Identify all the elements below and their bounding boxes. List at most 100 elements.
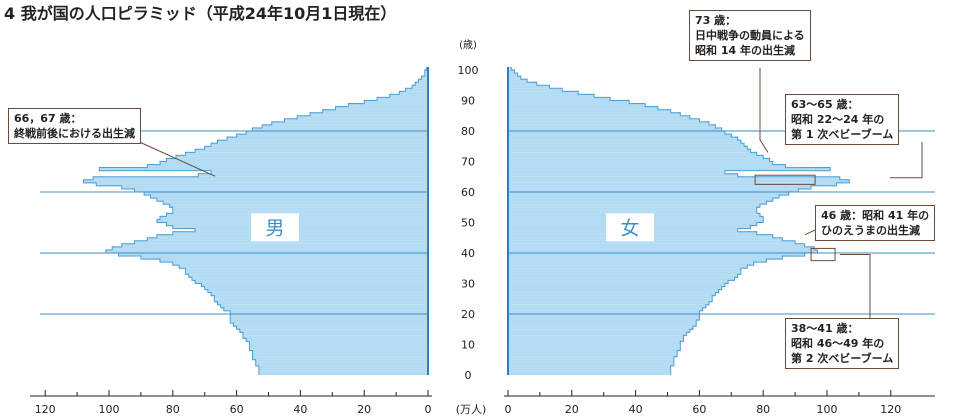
bar-male xyxy=(214,295,428,299)
bar-male xyxy=(389,94,428,98)
bar-female xyxy=(508,191,789,196)
bar-female xyxy=(508,85,550,89)
bar-male xyxy=(112,246,428,250)
bar-male xyxy=(172,225,428,229)
bar-male xyxy=(172,262,428,266)
bar-male xyxy=(185,152,428,156)
highlight-baby-boom-1 xyxy=(754,174,816,185)
bar-female xyxy=(508,280,729,284)
bar-male xyxy=(236,326,428,330)
bar-female xyxy=(508,277,735,281)
annotation-line: 日中戦争の動員による xyxy=(695,29,805,42)
bar-female xyxy=(508,112,681,116)
bar-female xyxy=(508,158,770,162)
age-tick-label: 30 xyxy=(461,278,475,291)
bar-female xyxy=(508,106,658,110)
bar-female xyxy=(508,176,840,180)
bar-male xyxy=(399,91,428,95)
annotation-box-73: 73 歳： 日中戦争の動員による 昭和 14 年の出生減 xyxy=(689,10,811,61)
bar-female xyxy=(508,359,674,363)
bar-female xyxy=(508,82,537,86)
bar-male xyxy=(233,323,428,327)
bar-female xyxy=(508,289,719,293)
bar-male xyxy=(249,341,428,345)
bar-male xyxy=(204,146,428,150)
bar-male xyxy=(217,140,428,144)
bar-male xyxy=(195,228,428,232)
population-tick-label-female: 100 xyxy=(817,403,838,416)
annotation-leader-line xyxy=(890,142,923,179)
age-tick-label: 60 xyxy=(461,186,475,199)
series-label-female: 女 xyxy=(620,217,639,239)
bar-male xyxy=(424,69,428,74)
population-tick-label-male: 40 xyxy=(293,403,307,416)
annotation-leader-line xyxy=(759,68,769,153)
bar-male xyxy=(172,207,428,211)
bar-female xyxy=(508,341,681,345)
age-tick-label: 100 xyxy=(458,64,479,77)
annotation-box-38-41: 38〜41 歳： 昭和 46〜49 年の 第 2 次ベビーブーム xyxy=(785,318,900,369)
bar-male xyxy=(230,310,428,315)
annotation-line: 第 1 次ベビーブーム xyxy=(791,128,894,141)
bar-female xyxy=(508,127,722,132)
annotation-line: 終戦前後における出生減 xyxy=(14,127,135,140)
bar-male xyxy=(418,79,428,83)
bar-male xyxy=(415,82,428,86)
bar-female xyxy=(508,368,671,372)
bar-female xyxy=(508,371,671,376)
bar-female xyxy=(508,66,512,71)
bar-female xyxy=(508,121,709,125)
bar-female xyxy=(508,310,700,315)
bar-female xyxy=(508,170,725,174)
bar-male xyxy=(195,149,428,153)
bar-male xyxy=(377,97,428,101)
bar-female xyxy=(508,185,812,189)
annotation-line: 63〜65 歳： xyxy=(791,98,859,111)
bar-female xyxy=(508,362,674,366)
bar-male xyxy=(271,121,428,125)
bar-female xyxy=(508,259,767,263)
bar-female xyxy=(508,320,697,324)
annotation-leader-line xyxy=(134,139,216,177)
annotation-line: ひのえうまの出生減 xyxy=(821,224,920,237)
bar-female xyxy=(508,207,757,211)
bar-female xyxy=(508,301,709,305)
bar-male xyxy=(185,271,428,275)
annotation-line: 昭和 46〜49 年の xyxy=(791,337,885,350)
bar-male xyxy=(252,350,428,354)
bar-male xyxy=(134,240,428,244)
bar-female xyxy=(508,118,700,122)
bar-female xyxy=(508,246,815,250)
age-tick-label: 50 xyxy=(461,217,475,230)
annotation-line: 38〜41 歳： xyxy=(791,322,859,335)
age-tick-label: 70 xyxy=(461,156,475,169)
bar-male xyxy=(169,204,428,208)
bar-male xyxy=(236,134,428,138)
bar-female xyxy=(508,323,697,327)
bar-male xyxy=(223,307,428,311)
bar-female xyxy=(508,353,678,357)
bar-female xyxy=(508,69,515,74)
bar-male xyxy=(207,289,428,293)
population-tick-label-male: 0 xyxy=(425,403,432,416)
bar-female xyxy=(508,210,757,214)
bar-male xyxy=(297,115,428,119)
series-label-male: 男 xyxy=(265,217,284,239)
bar-female xyxy=(508,164,786,168)
bar-male xyxy=(262,124,428,128)
bar-female xyxy=(508,173,738,177)
bar-female xyxy=(508,292,716,296)
bar-female xyxy=(508,97,611,101)
bar-female xyxy=(508,140,741,144)
annotation-leader-line xyxy=(840,254,871,318)
bar-female xyxy=(508,134,732,138)
bar-female xyxy=(508,304,706,308)
bar-male xyxy=(160,161,428,165)
highlight-baby-boom-2 xyxy=(810,247,836,262)
bar-male xyxy=(230,317,428,321)
bar-female xyxy=(508,335,684,339)
annotation-leader-line xyxy=(804,229,816,236)
bar-male xyxy=(188,274,429,278)
bar-female xyxy=(508,161,773,165)
